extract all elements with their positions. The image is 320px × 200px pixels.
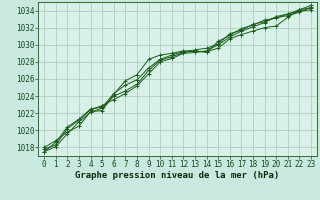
X-axis label: Graphe pression niveau de la mer (hPa): Graphe pression niveau de la mer (hPa) [76,171,280,180]
